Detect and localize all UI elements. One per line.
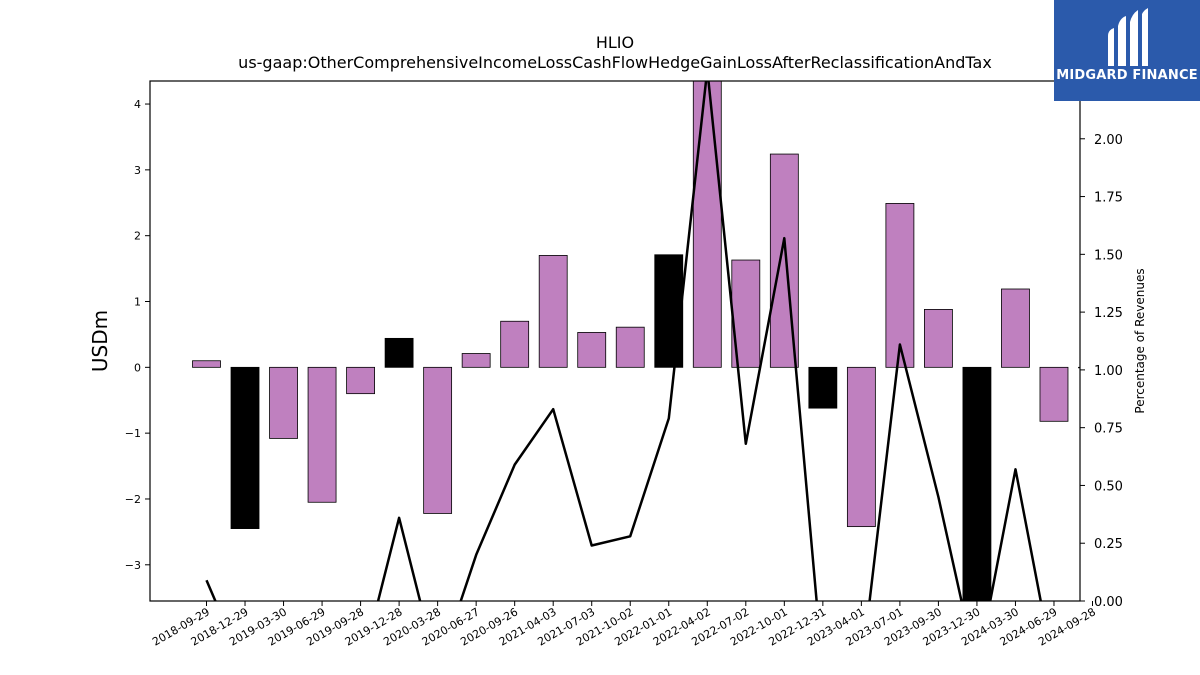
y2-tick-label: 1.75 [1094, 191, 1123, 206]
bar [808, 366, 838, 409]
y2-tick-label: 1.25 [1094, 306, 1123, 321]
y2-tick-label: 1.50 [1094, 248, 1123, 263]
chart-title: HLIO [596, 33, 634, 52]
y-tick-label: 2 [134, 230, 141, 243]
chart-subtitle: us-gaap:OtherComprehensiveIncomeLossCash… [238, 53, 992, 72]
y-tick-label: 0 [134, 361, 141, 374]
bar [384, 337, 414, 368]
bar [692, 81, 722, 368]
y2-axis-label: Percentage of Revenues [1133, 268, 1147, 413]
plot-frame [149, 80, 1081, 602]
line-group [205, 81, 1042, 601]
bar [962, 366, 992, 601]
bar [192, 360, 221, 368]
y-tick-label: −1 [125, 427, 141, 440]
bar [924, 309, 953, 368]
series-line [205, 81, 1042, 601]
y2-tick-label: 0.00 [1094, 595, 1123, 610]
bar [423, 366, 453, 514]
bar [654, 254, 684, 368]
bars-group [192, 81, 1080, 601]
bar [577, 332, 607, 368]
y-tick-label: −3 [125, 559, 141, 572]
y2-tick-label: 0.75 [1094, 422, 1123, 437]
logo-text: MIDGARD FINANCE [1056, 68, 1198, 83]
bar [1078, 366, 1080, 369]
bar [538, 255, 568, 368]
bar [230, 366, 260, 529]
midgard-logo-icon [1108, 8, 1148, 66]
bar [269, 366, 298, 439]
y2-tick-label: 2.00 [1094, 133, 1123, 148]
bar [615, 326, 645, 368]
bar [461, 353, 491, 368]
y-axis-label: USDm [88, 310, 112, 372]
bar [500, 320, 530, 368]
y-tick-label: 1 [134, 296, 141, 309]
bar [346, 366, 375, 395]
bar [885, 203, 915, 368]
y2-tick-label: 1.00 [1094, 364, 1123, 379]
y-tick-label: −2 [125, 493, 141, 506]
y-tick-label: 4 [134, 98, 141, 111]
bar [307, 366, 337, 503]
logo: MIDGARD FINANCE [1054, 0, 1200, 101]
y-tick-label: 3 [134, 164, 141, 177]
bar [846, 366, 876, 528]
bar [1039, 366, 1069, 422]
y2-tick-label: 0.50 [1094, 479, 1123, 494]
bar [1001, 288, 1030, 368]
y2-tick-label: 0.25 [1094, 537, 1123, 552]
